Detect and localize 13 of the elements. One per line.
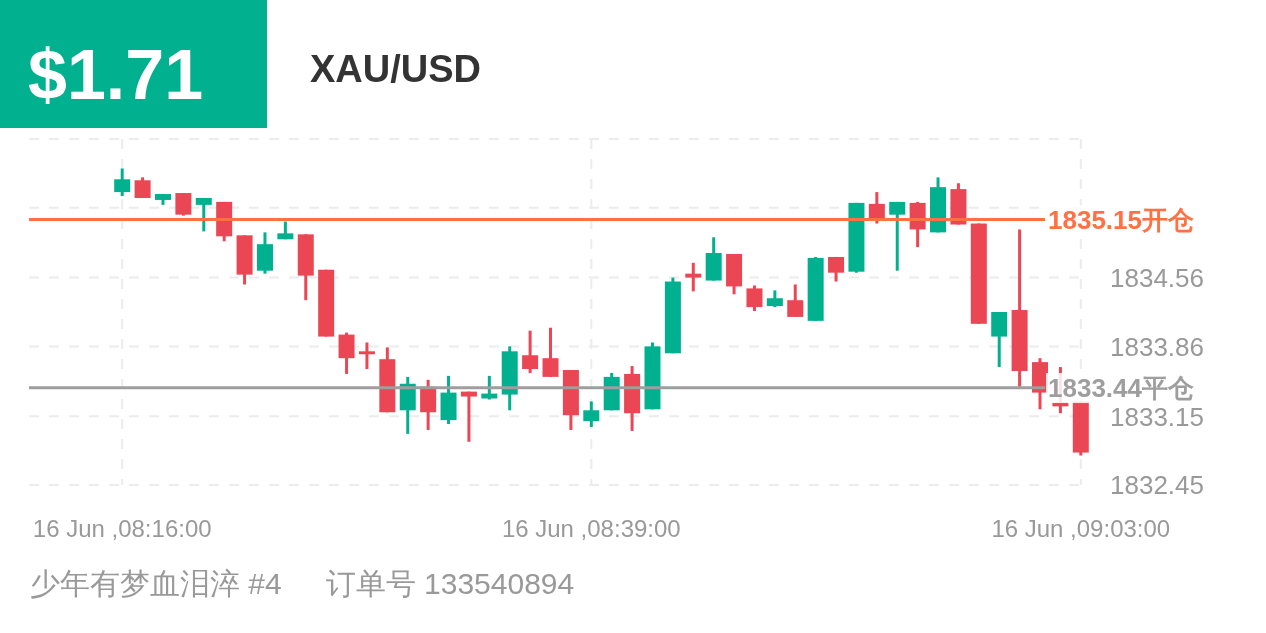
chart-subtitle: $1.71 (28, 36, 204, 114)
y-tick-label: 1833.15 (1110, 401, 1204, 432)
x-tick-label: 16 Jun ,08:39:00 (501, 515, 681, 542)
x-tick-label: 16 Jun ,08:16:00 (32, 515, 212, 542)
ref-line-label: 1835.15开仓 (1048, 204, 1194, 235)
y-tick-label: 1834.56 (1110, 262, 1204, 293)
x-tick-label: 16 Jun ,09:03:00 (991, 515, 1171, 542)
text: 订单号 133540894 (325, 567, 575, 600)
text: 少年有梦血泪淬 #4 (30, 567, 282, 600)
ref-line-label: 1833.44平仓 (1048, 373, 1194, 404)
y-tick-label: 1833.86 (1110, 331, 1204, 362)
y-tick-label: 1832.45 (1110, 470, 1204, 501)
chart-title: XAU/USD (310, 48, 482, 90)
